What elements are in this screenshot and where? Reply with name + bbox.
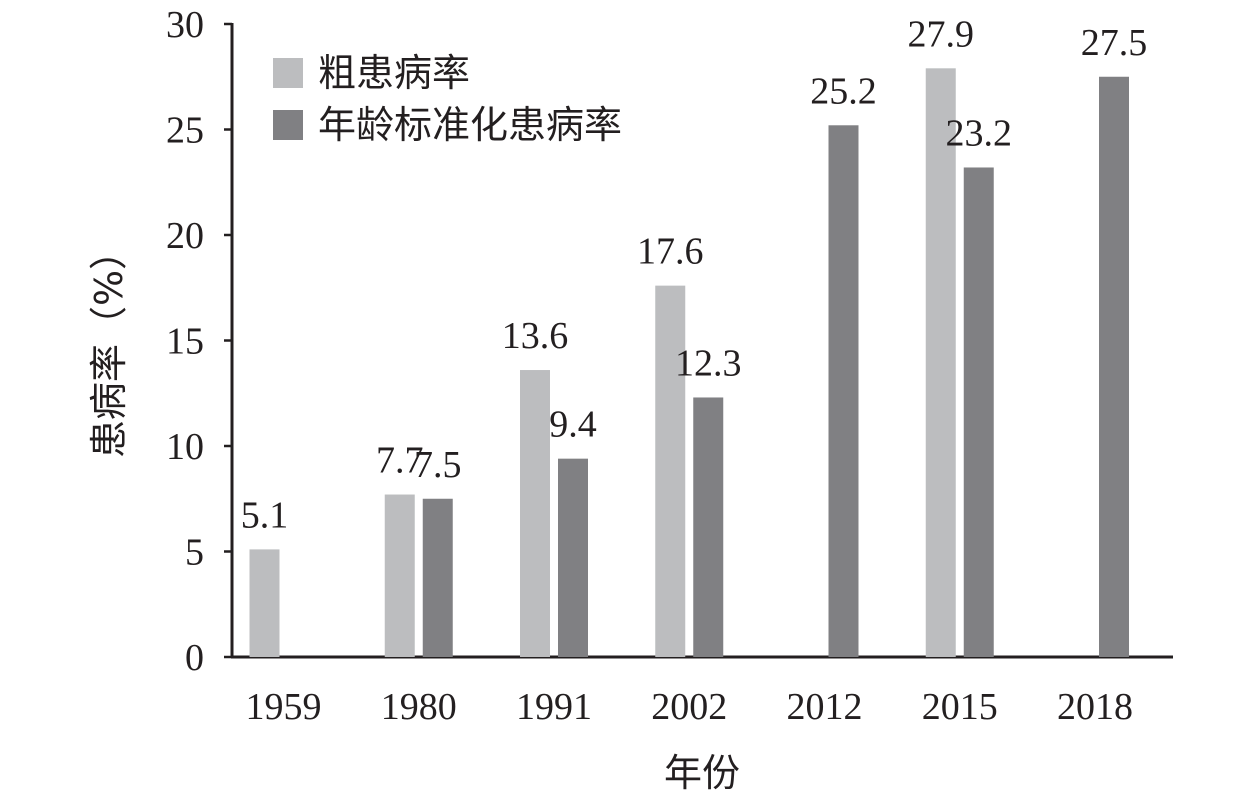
y-tick-label: 30 <box>166 4 204 46</box>
bar <box>655 285 686 657</box>
data-label: 23.2 <box>946 112 1013 154</box>
y-tick-label: 5 <box>185 532 204 574</box>
bar <box>828 125 859 657</box>
data-label: 27.9 <box>908 13 975 55</box>
legend-label-age-standardized: 年龄标准化患病率 <box>318 103 622 147</box>
data-label: 7.7 <box>376 440 424 482</box>
bar <box>249 549 280 657</box>
bar <box>963 167 994 658</box>
y-tick-label: 25 <box>166 110 204 152</box>
bar <box>520 370 550 657</box>
y-tick-label: 15 <box>166 321 204 363</box>
legend: 粗患病率 年龄标准化患病率 <box>273 51 622 147</box>
x-category-label: 1980 <box>381 686 457 728</box>
x-axis: 1959 1980 1991 2002 2012 2015 2018 <box>231 655 1173 728</box>
data-label: 9.4 <box>549 404 597 446</box>
bar <box>693 397 724 657</box>
legend-label-crude: 粗患病率 <box>318 51 470 95</box>
x-category-label: 1959 <box>246 686 322 728</box>
x-axis-title: 年份 <box>664 751 740 795</box>
x-category-label: 1991 <box>516 686 592 728</box>
y-tick-label: 20 <box>166 215 204 257</box>
bar <box>558 458 588 657</box>
y-tick-label: 10 <box>166 426 204 468</box>
data-label: 25.2 <box>810 70 877 112</box>
data-label: 13.6 <box>502 315 569 357</box>
x-category-label: 2015 <box>922 686 998 728</box>
y-axis-title: 患病率（%） <box>87 232 131 458</box>
bar <box>422 498 453 657</box>
data-labels: 5.1 7.7 13.6 17.6 27.9 7.5 9.4 12.3 25.2 23.2 27.5 <box>241 13 1148 536</box>
bar <box>925 68 956 657</box>
data-label: 27.5 <box>1081 22 1148 64</box>
data-label: 17.6 <box>637 231 704 273</box>
legend-swatch-crude <box>273 58 303 88</box>
data-label: 7.5 <box>414 444 462 486</box>
x-category-label: 2012 <box>787 686 863 728</box>
legend-swatch-age-standardized <box>273 110 303 140</box>
x-category-label: 2002 <box>651 686 727 728</box>
bar <box>1099 76 1129 657</box>
bar <box>384 494 415 657</box>
x-category-label: 2018 <box>1057 686 1133 728</box>
y-tick-label: 0 <box>185 637 204 679</box>
data-label: 5.1 <box>241 494 289 536</box>
data-label: 12.3 <box>675 342 742 384</box>
bars <box>249 68 1129 658</box>
y-axis: 0 5 10 15 20 25 30 <box>166 4 234 679</box>
